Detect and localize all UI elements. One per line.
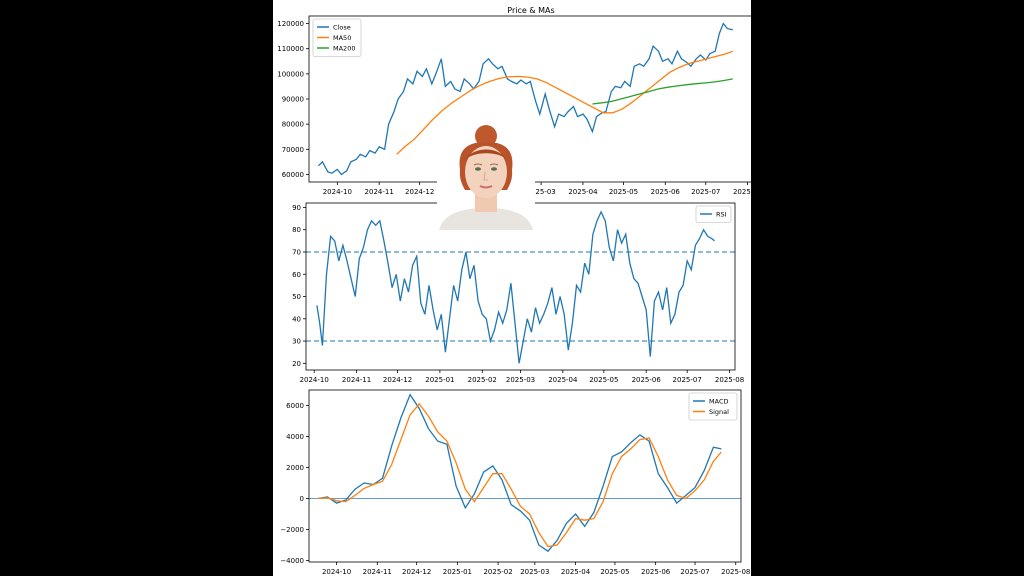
y-tick-label: −2000 bbox=[280, 526, 304, 534]
x-tick-label: 2024-11 bbox=[365, 188, 394, 196]
legend-label: MA200 bbox=[333, 45, 355, 53]
legend-box bbox=[688, 392, 738, 421]
y-tick-label: 70 bbox=[292, 248, 301, 256]
figure-page: 2024-10 2024-11 2024-12 2025-01 2025-02 2025-… bbox=[273, 0, 751, 576]
series-line-ma50 bbox=[396, 50, 734, 155]
y-tick-label: 2000 bbox=[286, 464, 304, 472]
chart-0: 2024-102024-112024-122025-012025-022025-… bbox=[277, 6, 751, 196]
y-tick-label: 120000 bbox=[277, 20, 304, 28]
y-tick-label: 40 bbox=[292, 315, 301, 323]
x-tick-label: 2025-05 bbox=[589, 376, 618, 384]
x-tick-label: 2025-03 bbox=[520, 568, 549, 576]
legend: Close MA50 MA200 bbox=[312, 18, 362, 57]
y-tick-label: 70000 bbox=[282, 146, 304, 154]
legend: RSI bbox=[695, 205, 732, 223]
y-tick-label: 4000 bbox=[286, 433, 304, 441]
y-tick-label: 90000 bbox=[282, 96, 304, 104]
series-line-rsi bbox=[316, 210, 715, 364]
x-tick-label: 2025-01 bbox=[425, 376, 454, 384]
x-tick-label: 2024-10 bbox=[300, 376, 329, 384]
legend-label: Close bbox=[333, 24, 351, 32]
series-line-close bbox=[317, 22, 733, 176]
x-tick-label: 2025-07 bbox=[691, 188, 720, 196]
y-tick-label: 6000 bbox=[286, 402, 304, 410]
x-tick-label: 2025-04 bbox=[568, 188, 598, 196]
legend-label: MACD bbox=[709, 398, 728, 406]
legend: MACD Signal bbox=[688, 392, 738, 421]
chart-1: 2024-10 2024-11 2024-12 2025-01 2025-02 2025-… bbox=[292, 202, 744, 384]
axes-frame bbox=[308, 389, 742, 563]
y-tick-label: 110000 bbox=[277, 45, 304, 53]
x-tick-label: 2025-08 bbox=[715, 376, 744, 384]
x-tick-label: 2025-08 bbox=[721, 568, 750, 576]
x-tick-label: 2024-12 bbox=[402, 568, 431, 576]
x-tick-label: 2024-10 bbox=[322, 568, 351, 576]
x-tick-label: 2025-02 bbox=[468, 376, 497, 384]
x-tick-label: 2025-08 bbox=[733, 188, 751, 196]
y-tick-label: 80000 bbox=[282, 121, 304, 129]
chart-2: 2024-10 2024-11 2024-12 2025-01 2025-02 2025-… bbox=[280, 389, 750, 576]
legend-label: RSI bbox=[716, 211, 727, 219]
person-photo bbox=[437, 120, 535, 230]
x-tick-label: 2025-06 bbox=[651, 188, 681, 196]
x-tick-label: 2025-03 bbox=[526, 188, 555, 196]
x-tick-label: 2025-06 bbox=[641, 568, 671, 576]
x-tick-label: 2025-04 bbox=[561, 568, 591, 576]
x-tick-label: 2024-12 bbox=[383, 376, 412, 384]
y-tick-label: −4000 bbox=[280, 557, 304, 565]
legend-label: Signal bbox=[709, 408, 729, 416]
x-tick-label: 2025-02 bbox=[483, 568, 512, 576]
y-tick-label: 0 bbox=[300, 495, 304, 503]
x-tick-label: 2025-05 bbox=[600, 568, 629, 576]
x-tick-label: 2025-03 bbox=[506, 376, 535, 384]
series-line-signal bbox=[318, 402, 722, 548]
x-tick-label: 2024-10 bbox=[323, 188, 352, 196]
y-tick-label: 20 bbox=[292, 360, 301, 368]
x-tick-label: 2025-06 bbox=[632, 376, 662, 384]
legend-box bbox=[695, 205, 732, 223]
legend-box bbox=[312, 18, 362, 57]
series-line-macd bbox=[318, 393, 722, 553]
y-tick-label: 100000 bbox=[277, 70, 304, 78]
x-tick-label: 2025-07 bbox=[673, 376, 702, 384]
x-tick-label: 2024-11 bbox=[363, 568, 392, 576]
x-tick-label: 2025-04 bbox=[548, 376, 578, 384]
x-tick-label: 2025-07 bbox=[680, 568, 709, 576]
y-tick-label: 80 bbox=[292, 226, 301, 234]
x-tick-label: 2025-01 bbox=[443, 568, 472, 576]
charts-svg: 2024-10 2024-11 2024-12 2025-01 2025-02 2025-… bbox=[277, 6, 751, 576]
y-tick-label: 30 bbox=[292, 338, 301, 346]
y-tick-label: 50 bbox=[292, 293, 301, 301]
legend-label: MA50 bbox=[333, 34, 351, 42]
chart-title: Price & MAs bbox=[507, 6, 554, 15]
x-tick-label: 2024-12 bbox=[405, 188, 434, 196]
x-tick-label: 2024-11 bbox=[342, 376, 371, 384]
y-tick-label: 60000 bbox=[282, 171, 304, 179]
y-tick-label: 60 bbox=[292, 271, 301, 279]
y-tick-label: 90 bbox=[292, 204, 301, 212]
series-line-ma200 bbox=[592, 78, 733, 105]
x-tick-label: 2025-05 bbox=[609, 188, 638, 196]
